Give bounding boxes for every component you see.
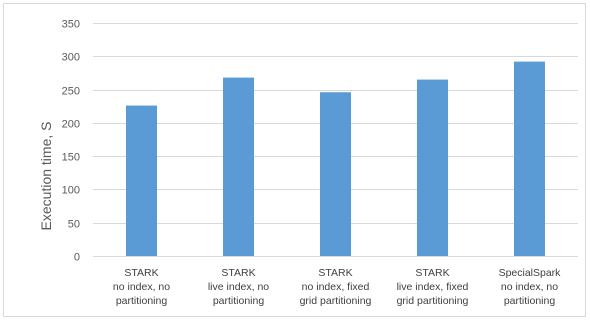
category-label-line: STARK [318,267,352,279]
chart-frame [3,3,586,317]
category-label-line: live index, fixed [397,281,469,293]
category-label-line: partitioning [213,295,265,307]
category-label-line: STARK [415,267,449,279]
category-label: STARK no index, no partitioning [113,267,170,307]
category-label-line: partitioning [504,295,556,307]
category-label-line: live index, no [208,281,269,293]
y-tick-label: 300 [62,52,80,64]
y-axis-title: Execution time, S [38,122,54,231]
category-labels: STARK no index, no partitioning STARK live i… [113,267,561,307]
category-label-line: no index, no [501,281,558,293]
y-tick-label: 350 [62,19,80,31]
y-tick-label: 150 [62,152,80,164]
category-label-line: SpecialSpark [499,267,562,279]
y-tick-label: 200 [62,119,80,131]
bar [320,92,351,256]
category-label-line: no index, fixed [302,281,370,293]
bar [223,77,254,257]
category-label-line: no index, no [113,281,170,293]
y-tick-labels: 0 50 100 150 200 250 300 350 [62,19,80,264]
category-label-line: grid partitioning [300,295,372,307]
y-tick-label: 50 [68,219,80,231]
bar [417,79,448,256]
bars [126,61,545,257]
bar [514,61,545,257]
y-tick-label: 0 [74,252,80,264]
category-label: STARK live index, no partitioning [208,267,269,307]
category-label-line: STARK [124,267,158,279]
y-tick-label: 250 [62,86,80,98]
category-label-line: STARK [221,267,255,279]
category-label: STARK no index, fixed grid partitioning [300,267,372,307]
category-label-line: partitioning [116,295,168,307]
category-label-line: grid partitioning [397,295,469,307]
bar [126,105,157,256]
y-tick-label: 100 [62,185,80,197]
category-label: SpecialSpark no index, no partitioning [499,267,562,307]
category-label: STARK live index, fixed grid partitioning [397,267,469,307]
